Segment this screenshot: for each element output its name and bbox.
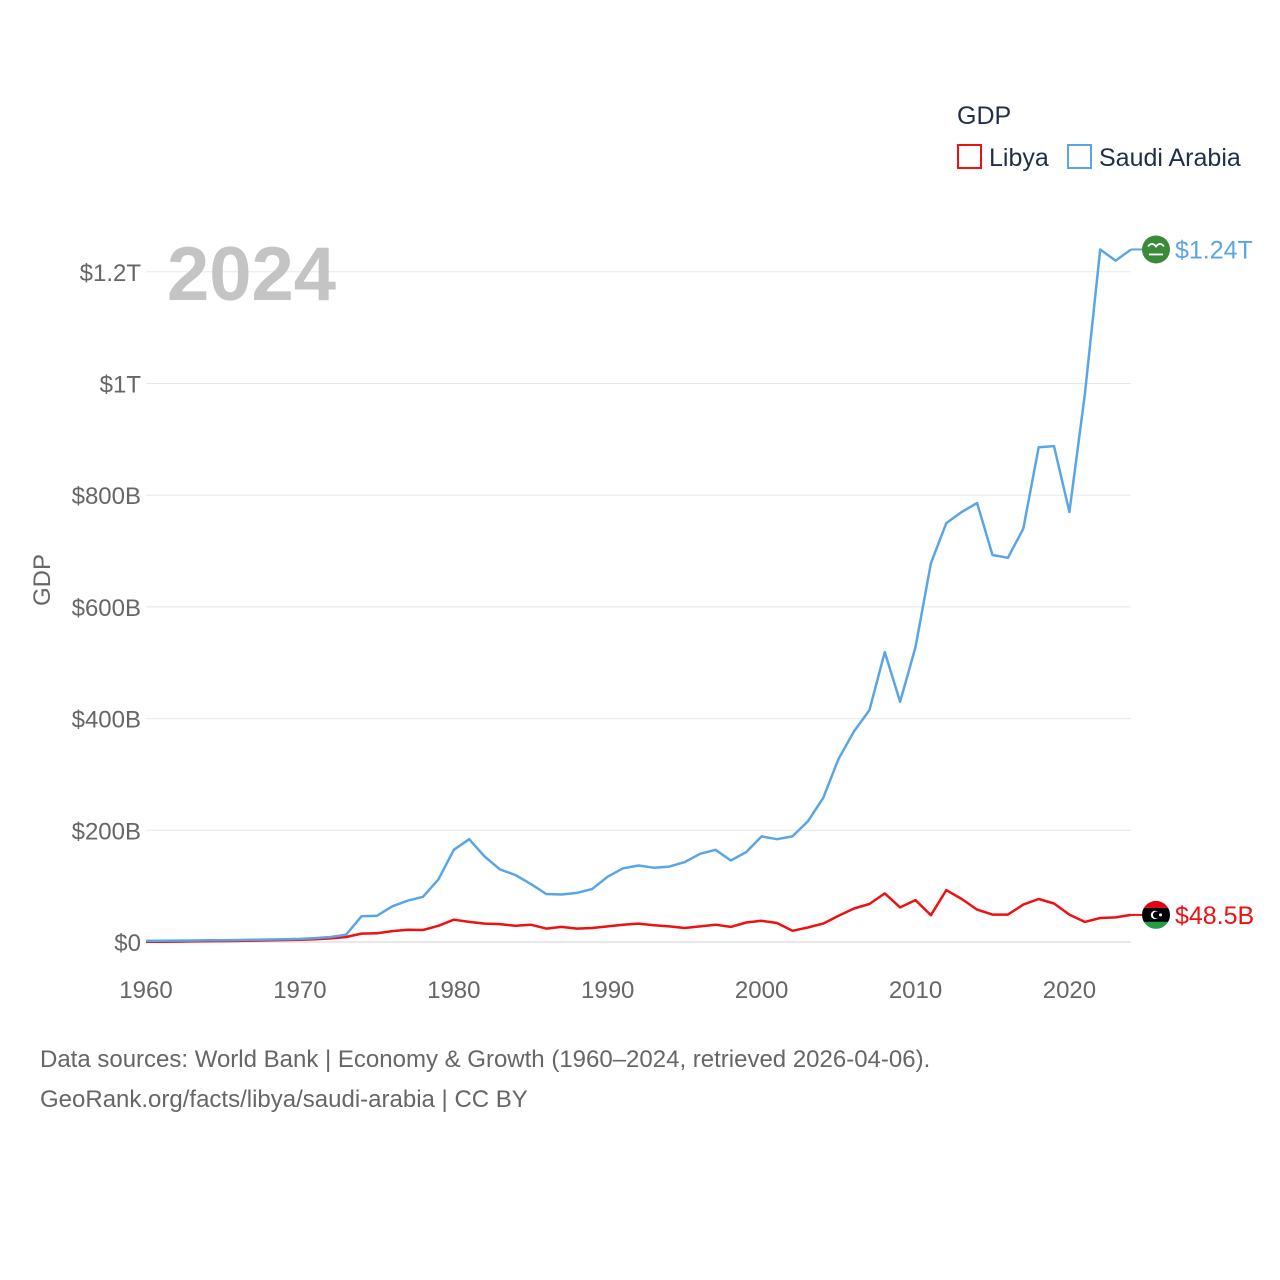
legend-swatch-saudi-arabia[interactable] (1067, 144, 1092, 169)
y-axis-ticks: $0 $200B $400B $600B $800B $1T $1.2T (72, 260, 142, 957)
legend-label-saudi-arabia[interactable]: Saudi Arabia (1099, 144, 1241, 172)
x-axis-ticks: 1960 1970 1980 1990 2000 2010 2020 (119, 977, 1096, 1004)
series-line-libya[interactable] (146, 888, 1132, 943)
end-value-label: $48.5B (1175, 902, 1254, 930)
x-tick-label: 1980 (427, 977, 480, 1004)
legend-label-libya[interactable]: Libya (989, 144, 1049, 172)
x-tick-label: 2000 (735, 977, 788, 1004)
end-value-label: $1.24T (1175, 236, 1253, 264)
legend-swatch-libya[interactable] (957, 144, 982, 169)
y-tick-label: $400B (72, 707, 141, 734)
end-markers: $48.5B $1.24T (1131, 235, 1254, 930)
y-tick-label: $0 (114, 930, 141, 957)
x-tick-label: 1990 (581, 977, 634, 1004)
legend-title: GDP (957, 102, 1011, 130)
y-tick-label: $800B (72, 483, 141, 510)
y-tick-label: $1T (100, 372, 142, 399)
footer-attribution: GeoRank.org/facts/libya/saudi-arabia | C… (40, 1086, 528, 1113)
x-tick-label: 1970 (273, 977, 326, 1004)
saudi-arabia-flag-icon (1142, 235, 1170, 264)
y-tick-label: $600B (72, 595, 141, 622)
y-tick-label: $1.2T (80, 260, 142, 287)
x-tick-label: 1960 (119, 977, 172, 1004)
series-line-saudi-arabia[interactable] (145, 248, 1132, 943)
y-axis-title: GDP (29, 554, 56, 606)
series-lines (145, 248, 1132, 943)
legend: GDP Libya Saudi Arabia (957, 102, 1241, 172)
x-tick-label: 2020 (1043, 977, 1096, 1004)
footer: Data sources: World Bank | Economy & Gro… (40, 1040, 930, 1120)
gridlines (146, 271, 1131, 831)
footer-sources: Data sources: World Bank | Economy & Gro… (40, 1046, 931, 1073)
y-tick-label: $200B (72, 818, 141, 845)
libya-flag-icon (1142, 900, 1170, 929)
x-tick-label: 2010 (889, 977, 942, 1004)
year-label: 2024 (167, 232, 336, 317)
